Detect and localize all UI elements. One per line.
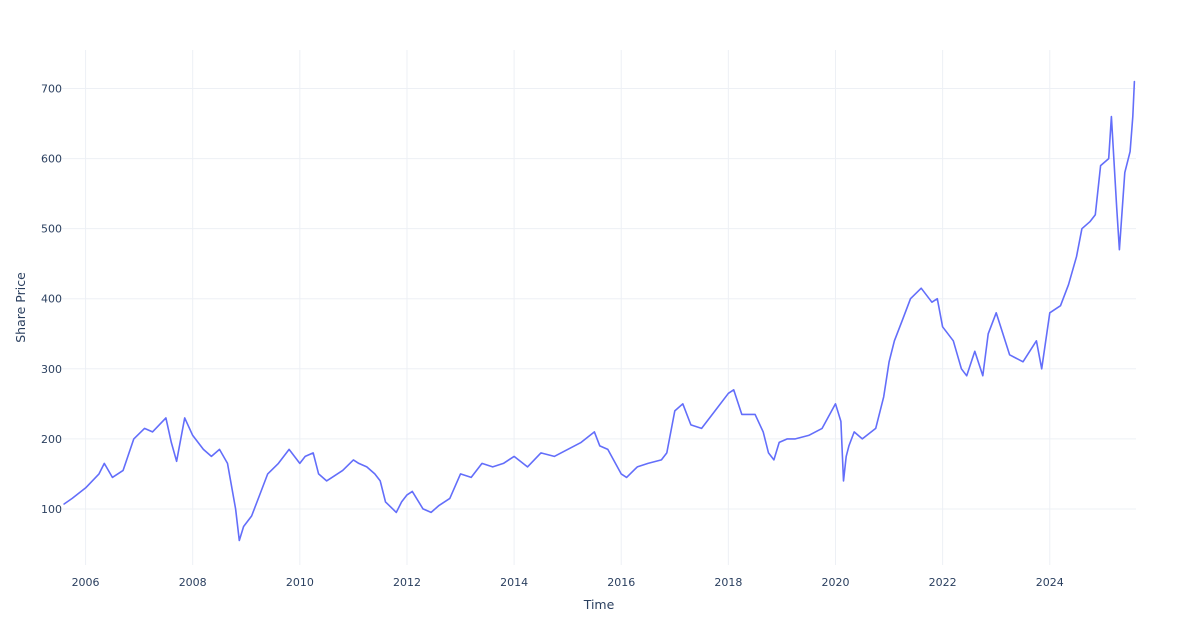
y-tick-label: 600 [41,153,62,166]
x-tick-label: 2016 [607,576,635,589]
x-tick-label: 2012 [393,576,421,589]
x-tick-label: 2020 [821,576,849,589]
series-group [63,80,1136,542]
y-axis-ticks: 100 200 300 400 500 600 700 [41,83,62,516]
x-tick-label: 2024 [1036,576,1064,589]
y-tick-label: 100 [41,503,62,516]
x-tick-label: 2010 [286,576,314,589]
x-tick-label: 2006 [72,576,100,589]
y-tick-label: 400 [41,293,62,306]
x-tick-label: 2014 [500,576,528,589]
x-tick-label: 2018 [714,576,742,589]
x-axis-title: Time [583,597,615,612]
gridlines [62,50,1136,565]
y-tick-label: 700 [41,83,62,96]
x-tick-label: 2008 [179,576,207,589]
x-tick-label: 2022 [929,576,957,589]
series-line [63,80,1136,542]
x-axis-ticks: 2006 2008 2010 2012 2014 2016 2018 2020 2022 2024 [72,576,1064,589]
y-tick-label: 500 [41,223,62,236]
y-axis-title: Share Price [13,272,28,343]
y-tick-label: 300 [41,363,62,376]
y-tick-label: 200 [41,433,62,446]
